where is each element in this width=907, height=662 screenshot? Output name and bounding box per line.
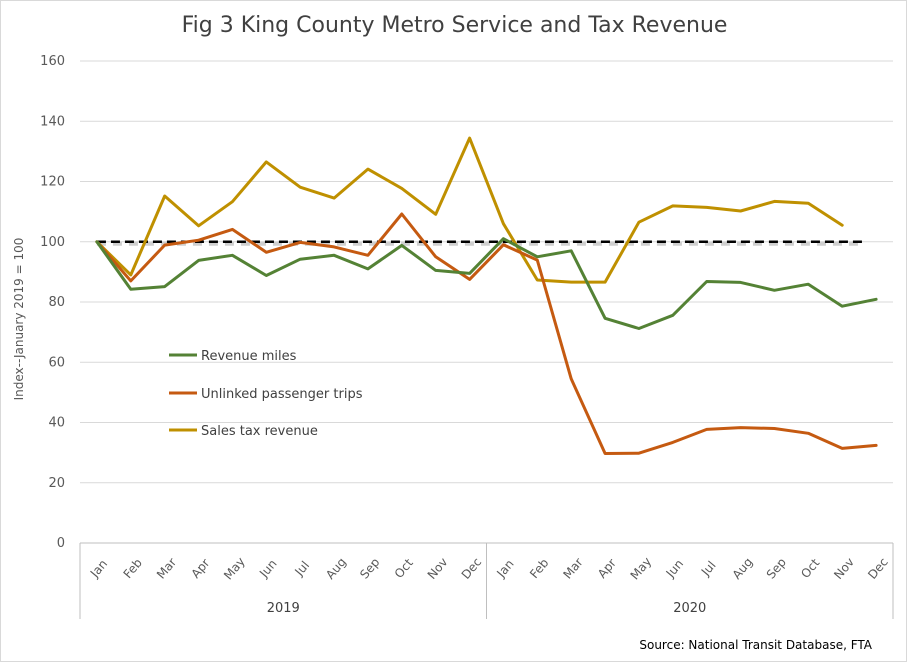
source-note: Source: National Transit Database, FTA	[639, 638, 872, 652]
series-line-0	[95, 237, 878, 330]
y-tick-label: 40	[48, 416, 65, 431]
x-tick-label: Mar	[560, 555, 585, 581]
x-tick-label: Nov	[425, 555, 451, 582]
x-tick-label: Feb	[527, 556, 551, 581]
x-tick-label: Mar	[154, 555, 179, 581]
x-tick-label: Aug	[730, 555, 756, 582]
legend-label: Unlinked passenger trips	[201, 387, 363, 402]
chart-title: Fig 3 King County Metro Service and Tax …	[181, 13, 728, 38]
x-tick-label: Jun	[256, 557, 279, 581]
y-tick-label: 0	[57, 536, 65, 551]
x-tick-label: Sep	[357, 555, 382, 581]
x-tick-label: Feb	[121, 556, 145, 581]
y-tick-label: 80	[48, 295, 65, 310]
x-tick-label: Oct	[392, 556, 416, 581]
x-tick-label: Dec	[865, 555, 891, 582]
x-tick-label: Apr	[595, 556, 619, 581]
series-line-2	[95, 136, 844, 284]
series-line-1	[95, 212, 878, 455]
x-tick-label: May	[628, 554, 655, 582]
y-tick-label: 60	[48, 355, 65, 370]
x-tick-label: Oct	[798, 556, 822, 581]
legend-label: Sales tax revenue	[201, 424, 318, 439]
year-label: 2020	[673, 601, 706, 616]
y-tick-label: 160	[40, 54, 65, 69]
year-label: 2019	[267, 601, 300, 616]
x-tick-label: Apr	[188, 556, 212, 581]
x-tick-label: Jan	[87, 557, 110, 581]
x-tick-label: Jul	[291, 558, 312, 579]
x-tick-label: Jan	[493, 557, 516, 581]
x-tick-label: Nov	[831, 555, 857, 582]
x-tick-label: Jul	[698, 558, 719, 579]
x-tick-label: Sep	[764, 555, 789, 581]
x-tick-label: Dec	[459, 555, 485, 582]
legend-label: Revenue miles	[201, 349, 297, 364]
y-tick-label: 20	[48, 476, 65, 491]
y-tick-label: 100	[40, 235, 65, 250]
x-tick-label: Jun	[663, 557, 686, 581]
x-tick-label: Aug	[323, 555, 349, 582]
y-tick-label: 120	[40, 175, 65, 190]
x-tick-label: May	[221, 554, 248, 582]
y-tick-label: 140	[40, 114, 65, 129]
